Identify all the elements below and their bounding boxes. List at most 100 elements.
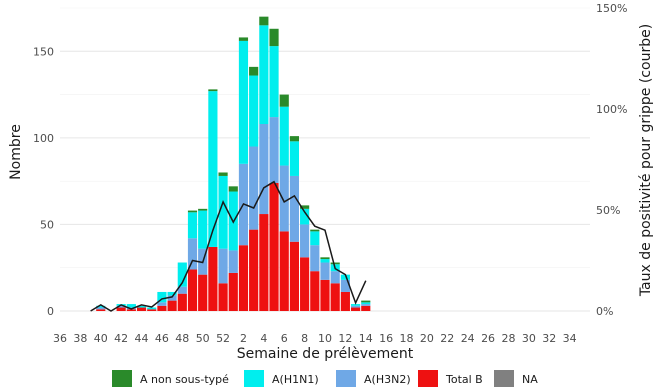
y-tick-label: 150 [33, 45, 54, 58]
bar-segment [96, 309, 106, 311]
x-tick-label: 42 [114, 332, 128, 345]
bar-segment [320, 259, 330, 263]
x-tick-label: 6 [281, 332, 288, 345]
bar-segment [320, 257, 330, 260]
bar-segment [126, 309, 136, 311]
bar-segment [116, 305, 126, 308]
bar-segment [289, 136, 300, 142]
bar-segment [340, 274, 350, 280]
bar-segment [228, 250, 238, 273]
x-tick-label: 34 [563, 332, 577, 345]
y-tick-label: 0 [47, 305, 54, 318]
bar-segment [259, 124, 269, 215]
x-tick-label: 24 [461, 332, 475, 345]
legend-label: A non sous-typé [140, 373, 229, 386]
x-tick-label: 4 [260, 332, 267, 345]
bar-segment [361, 304, 371, 306]
bar-segment [279, 106, 289, 166]
legend-label: Total B [445, 373, 483, 386]
bar-layer [96, 16, 371, 311]
y2-tick-label: 50% [596, 204, 620, 217]
bar-segment [126, 304, 136, 308]
y-tick-label: 100 [33, 132, 54, 145]
x-axis-title: Semaine de prélèvement [237, 346, 414, 362]
bar-segment [167, 291, 177, 296]
legend-swatch [112, 370, 132, 387]
legend-swatch [418, 370, 438, 387]
bar-segment [249, 66, 259, 76]
bar-segment [249, 146, 259, 230]
bar-segment [208, 89, 218, 92]
bar-segment [157, 302, 167, 306]
bar-segment [300, 205, 310, 209]
y-tick-label: 50 [40, 218, 54, 231]
bar-segment [198, 210, 208, 249]
bar-segment [96, 307, 106, 310]
bar-segment [269, 117, 279, 183]
bar-segment [177, 286, 187, 294]
bar-segment [310, 271, 320, 311]
bar-segment [147, 309, 157, 311]
bar-segment [136, 305, 147, 308]
bar-segment [177, 293, 187, 311]
bar-segment [269, 182, 279, 311]
bar-segment [330, 271, 340, 284]
legend-label: NA [522, 373, 538, 386]
bar-segment [259, 25, 269, 125]
legend-label: A(H3N2) [364, 373, 411, 386]
x-tick-label: 12 [338, 332, 352, 345]
y2-axis-title: Taux de positivité pour grippe (courbe) [638, 24, 654, 297]
bar-segment [330, 262, 340, 265]
bar-segment [96, 305, 106, 308]
bar-segment [259, 16, 269, 26]
bar-segment [289, 241, 300, 311]
x-tick-label: 44 [135, 332, 149, 345]
x-tick-label: 10 [318, 332, 332, 345]
legend: A non sous-typé A(H1N1) A(H3N2) Total B NA [112, 370, 538, 387]
x-tick-label: 8 [301, 332, 308, 345]
bar-segment [350, 304, 361, 306]
bar-segment [136, 307, 147, 311]
bar-segment [198, 274, 208, 311]
x-tick-label: 52 [216, 332, 230, 345]
bar-segment [157, 305, 167, 311]
bar-segment [228, 272, 238, 311]
x-tick-label: 18 [400, 332, 414, 345]
x-tick-label: 28 [501, 332, 515, 345]
bar-segment [361, 305, 371, 311]
y2-tick-label: 150% [596, 2, 627, 15]
bar-segment [269, 46, 279, 118]
y2-tick-label: 0% [596, 305, 613, 318]
x-tick-label: 16 [379, 332, 393, 345]
legend-swatch [494, 370, 514, 387]
bar-segment [279, 94, 289, 107]
bar-segment [259, 214, 269, 311]
bar-segment [218, 283, 228, 311]
bar-segment [198, 208, 208, 211]
x-tick-label: 22 [440, 332, 454, 345]
bar-segment [218, 248, 228, 284]
x-tick-label: 26 [481, 332, 495, 345]
bar-segment [187, 269, 198, 311]
bar-segment [218, 175, 228, 249]
bar-segment [116, 307, 126, 311]
x-tick-label: 38 [73, 332, 87, 345]
bar-segment [340, 291, 350, 311]
legend-swatch [244, 370, 264, 387]
x-tick-label: 30 [522, 332, 536, 345]
bar-segment [289, 141, 300, 176]
bar-segment [167, 300, 177, 311]
bar-segment [310, 229, 320, 232]
bar-segment [300, 257, 310, 311]
x-tick-label: 50 [196, 332, 210, 345]
bar-segment [238, 40, 249, 164]
x-tick-label: 40 [94, 332, 108, 345]
bar-segment [361, 302, 371, 305]
legend-swatch [336, 370, 356, 387]
bar-segment [279, 231, 289, 311]
x-tick-label: 14 [359, 332, 373, 345]
bar-segment [340, 279, 350, 292]
bar-segment [361, 300, 371, 303]
bar-segment [269, 28, 279, 47]
